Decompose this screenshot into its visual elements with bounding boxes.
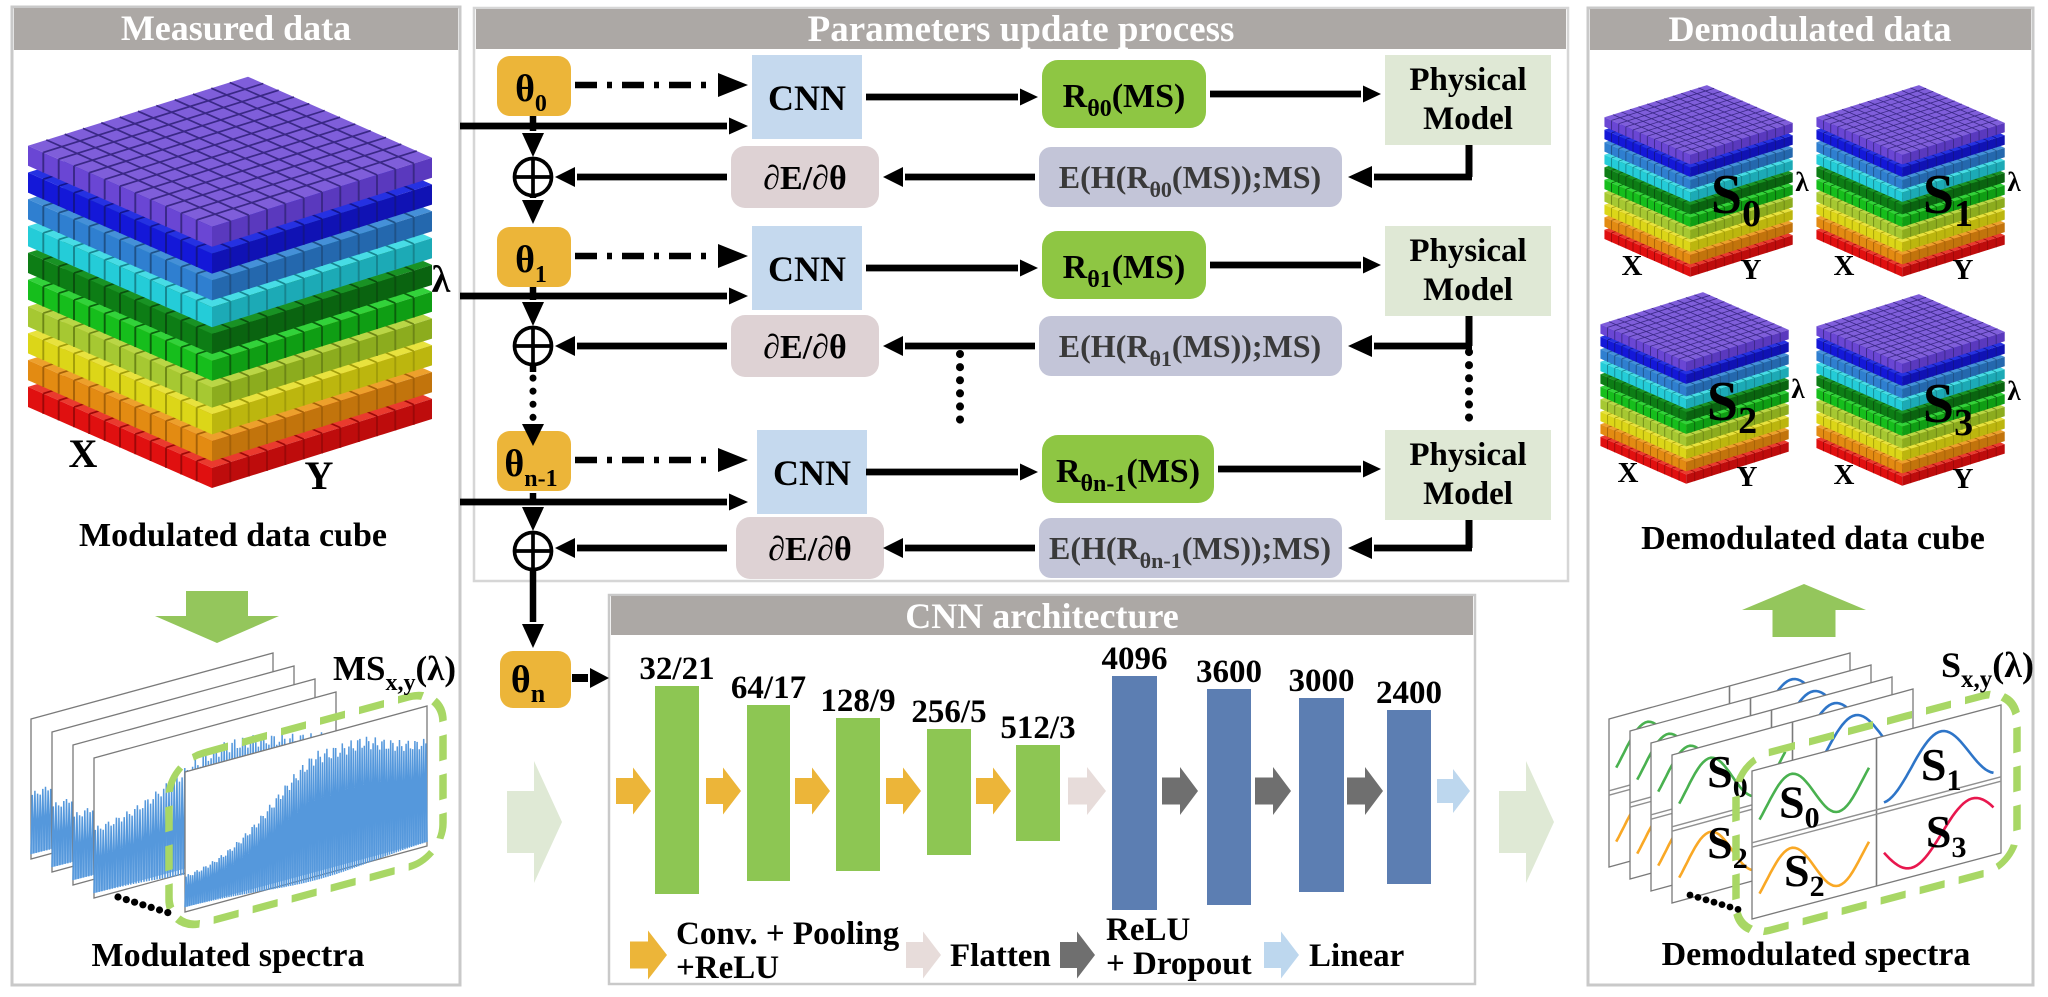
- svg-text:Physical: Physical: [1409, 437, 1526, 473]
- svg-text:CNN: CNN: [768, 249, 846, 289]
- svg-text:λ: λ: [1795, 167, 1809, 197]
- svg-text:λ: λ: [1791, 374, 1805, 404]
- svg-text:θ0: θ0: [515, 68, 547, 117]
- svg-text:Y: Y: [1741, 254, 1762, 286]
- svg-text:CNN: CNN: [768, 78, 846, 118]
- svg-text:Y: Y: [1953, 463, 1974, 495]
- svg-text:Demodulated spectra: Demodulated spectra: [1662, 936, 1971, 973]
- svg-text:∂E/∂θ: ∂E/∂θ: [763, 160, 846, 197]
- svg-text:Demodulated data: Demodulated data: [1668, 9, 1951, 49]
- svg-text:Modulated data cube: Modulated data cube: [79, 517, 387, 554]
- svg-text:64/17: 64/17: [731, 670, 806, 706]
- svg-text:CNN: CNN: [773, 453, 851, 493]
- svg-text:X: X: [1622, 250, 1643, 282]
- svg-text:∂E/∂θ: ∂E/∂θ: [768, 531, 851, 568]
- svg-text:S3: S3: [1923, 373, 1973, 444]
- svg-text:+ Dropout: + Dropout: [1106, 946, 1252, 982]
- svg-text:Physical: Physical: [1409, 233, 1526, 269]
- svg-text:λ: λ: [2007, 167, 2021, 197]
- svg-text:X: X: [69, 431, 98, 476]
- svg-text:+ReLU: +ReLU: [676, 950, 779, 986]
- svg-text:Linear: Linear: [1309, 938, 1404, 974]
- svg-text:Flatten: Flatten: [950, 938, 1051, 974]
- svg-text:3600: 3600: [1196, 654, 1262, 690]
- svg-text:2400: 2400: [1376, 675, 1442, 711]
- svg-text:λ: λ: [432, 259, 451, 301]
- svg-text:Y: Y: [1953, 254, 1974, 286]
- svg-text:CNN architecture: CNN architecture: [905, 596, 1179, 636]
- svg-text:S3: S3: [1926, 806, 1967, 864]
- svg-text:256/5: 256/5: [911, 694, 986, 730]
- svg-text:Parameters update process: Parameters update process: [808, 9, 1235, 50]
- svg-text:32/21: 32/21: [639, 651, 714, 687]
- svg-text:Rθ0(MS): Rθ0(MS): [1063, 78, 1186, 122]
- svg-text:X: X: [1834, 459, 1855, 491]
- svg-text:3000: 3000: [1289, 663, 1355, 699]
- svg-text:Measured data: Measured data: [121, 8, 351, 48]
- svg-text:Y: Y: [305, 453, 334, 498]
- svg-text:Model: Model: [1423, 101, 1513, 137]
- svg-text:X: X: [1618, 457, 1639, 489]
- svg-text:E(H(Rθn-1(MS));MS): E(H(Rθn-1(MS));MS): [1049, 530, 1331, 573]
- svg-text:512/3: 512/3: [1000, 710, 1075, 746]
- svg-text:128/9: 128/9: [820, 683, 895, 719]
- svg-text:Rθn-1(MS): Rθn-1(MS): [1056, 453, 1200, 497]
- svg-text:Demodulated data cube: Demodulated data cube: [1641, 520, 1985, 557]
- svg-text:Rθ1(MS): Rθ1(MS): [1063, 249, 1186, 293]
- svg-text:∂E/∂θ: ∂E/∂θ: [763, 329, 846, 366]
- svg-text:Model: Model: [1423, 272, 1513, 308]
- svg-text:Conv. + Pooling: Conv. + Pooling: [676, 916, 900, 952]
- svg-text:E(H(Rθ0(MS));MS): E(H(Rθ0(MS));MS): [1059, 159, 1321, 202]
- svg-text:λ: λ: [2007, 376, 2021, 406]
- svg-text:Model: Model: [1423, 476, 1513, 512]
- svg-text:E(H(Rθ1(MS));MS): E(H(Rθ1(MS));MS): [1059, 328, 1321, 371]
- svg-text:ReLU: ReLU: [1106, 912, 1190, 948]
- svg-text:Physical: Physical: [1409, 62, 1526, 98]
- svg-text:4096: 4096: [1102, 641, 1168, 677]
- svg-text:Modulated spectra: Modulated spectra: [92, 937, 365, 974]
- svg-text:Y: Y: [1737, 461, 1758, 493]
- svg-text:X: X: [1834, 250, 1855, 282]
